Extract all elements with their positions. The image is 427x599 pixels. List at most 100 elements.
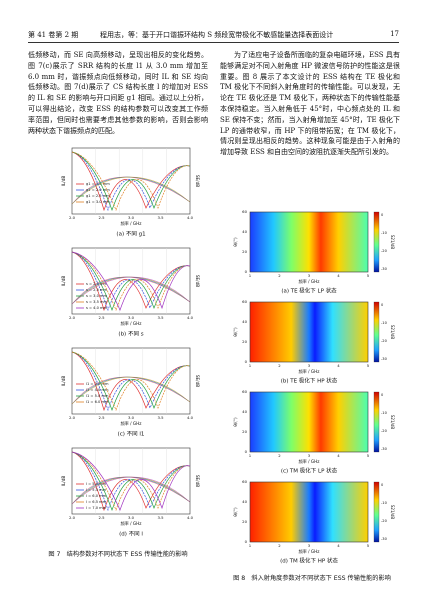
y-tick-label: 20 [242,429,247,434]
y2-axis-label: SE/dB [195,275,200,287]
x-tick-label: 3.0 [128,415,135,420]
x-tick-label: 5 [367,543,370,548]
plot-frame [71,447,191,515]
y-tick-label: 60 [242,389,247,394]
running-title: 程用志，等：基于开口谐振环结构 S 频段宽带极化不敏感能量选择表面设计 [100,31,334,39]
heatmap [249,211,369,273]
colorbar-tick-label: -10 [381,231,388,235]
subfigure-caption: (d) TM 极化下 HP 状态 [280,557,338,565]
x-tick-label: 2.0 [69,215,76,220]
se-curve [71,176,191,205]
y-axis-label: θ/(°) [233,507,238,517]
il-curve [71,451,191,511]
se-curve [71,376,191,405]
il-curve [71,251,191,311]
il-curve [71,451,191,512]
header-volume: 第 41 卷第 2 期 [28,31,79,39]
y-tick-label: 0 [245,359,248,364]
legend-label: l = 6.5 mm [86,500,107,504]
colorbar [373,481,380,543]
x-tick-label: 2.5 [98,215,105,220]
x-axis-label: 频率 / GHz [120,320,142,327]
y2-axis-label: SE/dB [195,475,200,487]
subfigure-caption: (c) TM 极化下 LP 状态 [281,467,338,475]
colorbar-label: S21/dB [390,235,395,250]
il-curve [71,351,191,411]
heatmap [249,301,369,363]
plot-frame [71,247,191,315]
x-tick-label: 3.5 [157,315,164,320]
y-tick-label: 20 [242,249,247,254]
subfigure-caption: (d) 不同 l [119,531,143,538]
se-curve [71,276,191,305]
x-axis-label: 频率 / GHz [298,548,320,555]
colorbar-tick-label: -10 [381,321,388,325]
heatmap [249,391,369,453]
x-tick-label: 4.0 [187,315,194,320]
plot-frame [71,347,191,415]
y-tick-label: 40 [242,319,247,324]
colorbar-tick-label: 0 [381,483,384,487]
x-tick-label: 2 [278,273,281,278]
x-tick-label: 4.0 [187,215,194,220]
x-tick-label: 4 [337,273,340,278]
colorbar-tick-label: -20 [381,249,388,253]
x-tick-label: 2 [278,363,281,368]
x-tick-label: 5 [367,453,370,458]
x-tick-label: 3.5 [157,415,164,420]
x-tick-label: 2.0 [69,315,76,320]
legend-label: s = 2.5 mm [86,288,108,292]
il-curve [71,151,191,211]
x-tick-label: 4.0 [187,515,194,520]
colorbar-tick-label: -20 [381,519,388,523]
subfigure-caption: (b) TE 极化下 HP 状态 [281,377,338,385]
colorbar-label: S21/dB [390,415,395,430]
y-tick-label: 20 [242,519,247,524]
colorbar-label: S21/dB [390,325,395,340]
x-tick-label: 2.5 [98,315,105,320]
colorbar-tick-label: -10 [381,501,388,505]
il-curve [71,251,191,312]
y-tick-label: 0 [245,269,248,274]
x-axis-label: 频率 / GHz [298,458,320,465]
il-curve [71,351,191,412]
legend-label: l = 5.5 mm [86,488,107,492]
colorbar [373,391,380,453]
x-axis-label: 频率 / GHz [298,278,320,285]
y-tick-label: 40 [242,409,247,414]
legend-label: g1 = 2.0 mm [86,188,110,192]
y-tick-label: 20 [242,339,247,344]
legend-label: s = 3.0 mm [86,294,108,298]
legend-label: l = 7.0 mm [86,506,107,510]
y-axis-label: IL/dB [61,476,66,487]
legend-label: s = 3.5 mm [86,300,108,304]
heatmap [249,481,369,543]
x-tick-label: 1 [249,273,252,278]
y-axis-label: θ/(°) [233,417,238,427]
colorbar-tick-label: -30 [381,537,388,541]
x-tick-label: 2 [278,543,281,548]
il-curve [71,151,191,212]
x-tick-label: 3 [308,273,311,278]
il-curve [71,251,191,311]
x-tick-label: 3.5 [157,515,164,520]
legend-label: g1 = 3.0 mm [86,200,110,204]
il-curve [71,451,191,512]
il-curve [71,251,191,312]
y2-axis-label: SE/dB [195,175,200,187]
colorbar-tick-label: -20 [381,429,388,433]
x-tick-label: 3 [308,453,311,458]
figure-caption: 图 7 结构参数对不同状态下 ESS 传输性能的影响 [48,550,187,558]
subfigure-caption: (a) 不同 g1 [116,231,145,238]
legend-label: s = 2.0 mm [86,282,108,286]
legend-label: l1 = 4.0 mm [86,388,109,392]
x-axis-label: 频率 / GHz [120,220,142,227]
page-number: 17 [390,30,399,38]
header-rule [28,42,399,43]
legend-label: l1 = 6.0 mm [86,400,109,404]
x-tick-label: 5 [367,273,370,278]
y-axis-label: IL/dB [61,176,66,187]
x-tick-label: 1 [249,363,252,368]
colorbar-tick-label: 0 [381,303,384,307]
x-tick-label: 3.0 [128,515,135,520]
